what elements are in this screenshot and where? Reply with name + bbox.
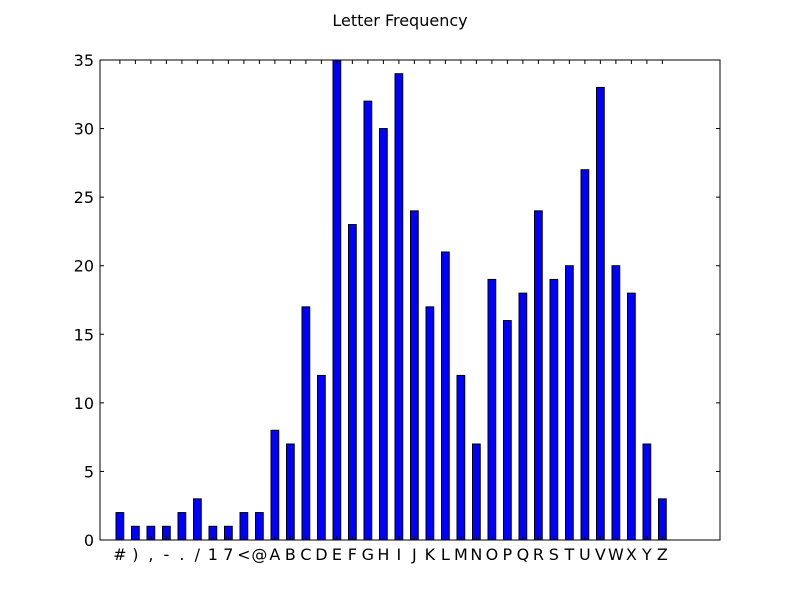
bar-22 (456, 374, 466, 541)
x-tick-label: , (148, 545, 153, 564)
x-tick-label: V (595, 545, 606, 564)
bar-18 (394, 73, 404, 541)
bar-26 (518, 292, 528, 541)
x-tick-label: M (454, 545, 468, 564)
x-tick-label: L (441, 545, 450, 564)
y-tick-label: 35 (74, 51, 94, 70)
bar-9 (255, 512, 264, 541)
bar-11 (286, 443, 295, 541)
bar-15 (348, 224, 357, 541)
x-tick-label: . (179, 545, 184, 564)
x-tick-label: O (486, 545, 499, 564)
x-tick-label: ) (132, 545, 138, 564)
bar-21 (441, 251, 450, 541)
bar-33 (627, 292, 636, 541)
bar-30 (580, 169, 590, 541)
x-tick-label: A (269, 545, 280, 564)
x-tick-label: U (579, 545, 591, 564)
chart-title: Letter Frequency (332, 11, 467, 30)
y-tick-label: 0 (84, 531, 94, 550)
x-tick-label: G (362, 545, 374, 564)
bar-31 (596, 86, 605, 541)
x-tick-label: < (237, 545, 250, 564)
x-tick-label: Q (517, 545, 530, 564)
x-tick-label: C (300, 545, 311, 564)
bar-16 (363, 100, 373, 541)
x-tick-label: N (470, 545, 482, 564)
x-tick-label: 1 (208, 545, 218, 564)
x-tick-label: / (195, 545, 201, 564)
bar-10 (270, 429, 280, 541)
y-tick-label: 10 (74, 394, 94, 413)
bar-8 (239, 512, 249, 541)
x-tick-label: P (503, 545, 513, 564)
x-tick-label: - (163, 545, 169, 564)
x-tick-label: 7 (223, 545, 233, 564)
bar-27 (534, 210, 543, 541)
bar-29 (565, 265, 574, 541)
bar-12 (301, 306, 311, 541)
y-tick-label: 30 (74, 120, 94, 139)
bar-20 (425, 306, 435, 541)
y-tick-label: 20 (74, 257, 94, 276)
bar-19 (410, 210, 419, 541)
x-tick-label: I (397, 545, 402, 564)
bar-25 (503, 320, 512, 541)
x-tick-label: @ (251, 545, 267, 564)
x-tick-label: R (533, 545, 544, 564)
x-tick-label: Y (641, 545, 652, 564)
bar-14 (332, 59, 342, 541)
x-tick-label: H (377, 545, 389, 564)
x-tick-label: E (332, 545, 342, 564)
y-tick-label: 25 (74, 188, 94, 207)
bar-34 (642, 443, 652, 541)
x-tick-label: Z (657, 545, 668, 564)
x-tick-label: T (563, 545, 574, 564)
bar-23 (472, 443, 481, 541)
x-tick-label: S (549, 545, 559, 564)
tick-labels-group: #), -. / 1 7 < @ A B C D E F G H I J K L M N O P Q R S T U V W X Y Z 0 5 10… (74, 51, 668, 564)
bar-13 (317, 374, 326, 541)
bar-24 (487, 278, 497, 541)
y-tick-label: 5 (84, 462, 94, 481)
bar-0 (115, 512, 125, 541)
bar-5 (193, 498, 202, 541)
bar-17 (379, 128, 388, 541)
x-tick-label: D (315, 545, 327, 564)
x-tick-label: K (425, 545, 436, 564)
x-tick-label: W (608, 545, 624, 564)
bars-group (115, 59, 667, 541)
plot-frame (99, 59, 721, 541)
x-tick-label: # (113, 545, 126, 564)
x-tick-label: B (285, 545, 296, 564)
bar-28 (549, 278, 559, 541)
bar-35 (658, 498, 667, 541)
x-tick-label: F (348, 545, 357, 564)
bar-32 (611, 265, 621, 541)
y-tick-label: 15 (74, 325, 94, 344)
x-tick-label: X (626, 545, 637, 564)
bar-4 (177, 512, 187, 541)
x-tick-label: J (411, 545, 417, 564)
